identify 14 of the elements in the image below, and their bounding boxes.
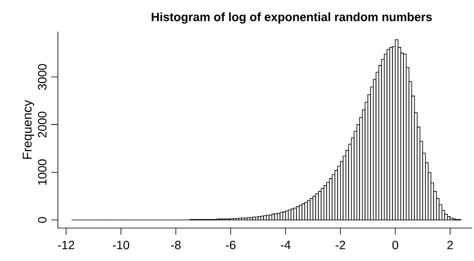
- x-tick-label: -10: [112, 240, 130, 250]
- y-tick-label: 2000: [38, 112, 46, 138]
- y-tick-label: 3000: [38, 64, 46, 90]
- y-tick-label: 1000: [38, 159, 46, 185]
- chart-title: Histogram of log of exponential random numbers: [152, 12, 432, 24]
- y-tick-label: 0: [38, 217, 46, 223]
- x-tick-label: -8: [171, 240, 181, 250]
- x-tick-label: -12: [58, 240, 74, 250]
- x-tick-label: -4: [280, 240, 291, 250]
- x-tick-label: 0: [392, 240, 398, 250]
- x-tick-label: 2: [447, 240, 453, 250]
- y-axis-title: Frequency: [22, 100, 34, 159]
- x-tick-label: -6: [226, 240, 236, 250]
- x-tick-label: -2: [336, 240, 346, 250]
